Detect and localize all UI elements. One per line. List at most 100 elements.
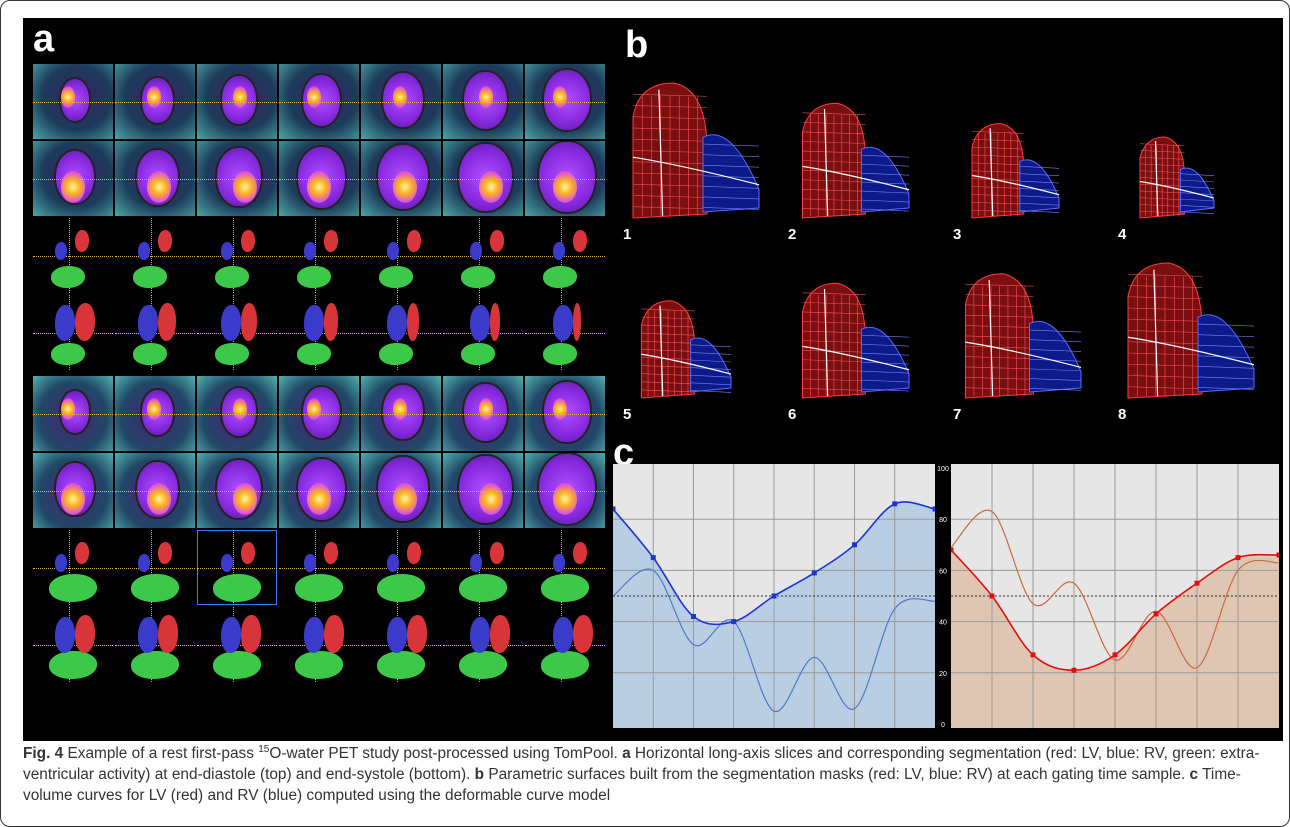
slice-tile	[443, 141, 523, 216]
slice-tile	[33, 453, 113, 528]
slice-tile	[361, 218, 441, 293]
slice-tile	[525, 376, 605, 451]
caption-fig: Fig. 4	[23, 745, 64, 762]
rv-curve-point	[771, 593, 777, 599]
y-tick-label: 60	[939, 568, 947, 575]
slice-tile	[33, 218, 113, 293]
slice-tile	[197, 376, 277, 451]
slice-tile	[361, 141, 441, 216]
slice-tile	[525, 530, 605, 605]
panel-a-label: a	[33, 18, 55, 60]
slice-tile	[115, 64, 195, 139]
slice-tile	[525, 64, 605, 139]
slice-tile	[279, 607, 359, 682]
slice-tile	[115, 376, 195, 451]
rv-curve-derivative-curve	[613, 568, 936, 712]
slice-tile	[115, 295, 195, 370]
y-tick-label: 80	[939, 517, 947, 524]
lv-curve-point	[1071, 667, 1077, 673]
slice-tile	[33, 530, 113, 605]
surface-number: 8	[1118, 406, 1127, 423]
surface-mesh	[632, 82, 760, 219]
rv-curve-point	[852, 542, 857, 548]
surface-mesh	[964, 273, 1082, 399]
lv-curve-point	[1153, 611, 1159, 617]
y-tick-label: 20	[939, 671, 947, 678]
slice-tile	[443, 530, 523, 605]
caption-a: a	[622, 745, 631, 762]
slice-tile	[443, 376, 523, 451]
slice-tile	[361, 453, 441, 528]
slice-tile	[443, 607, 523, 682]
lv-curve-point	[1235, 555, 1241, 561]
caption-text-5: Time-volume curves for LV (red) and RV (…	[23, 766, 1241, 804]
slice-tile	[443, 218, 523, 293]
rv-curve-point	[731, 619, 737, 625]
y-tick-label: 0	[941, 722, 945, 728]
caption-text-1: Example of a rest first-pass	[63, 745, 259, 762]
axis-strip	[935, 464, 951, 728]
slice-tile	[525, 295, 605, 370]
surface-number: 7	[953, 406, 962, 423]
slice-tile	[443, 64, 523, 139]
slice-tile	[279, 530, 359, 605]
slice-tile	[115, 607, 195, 682]
slice-tile	[197, 141, 277, 216]
surface-mesh	[640, 300, 732, 399]
surface-number: 5	[623, 406, 632, 423]
surface-mesh	[1139, 136, 1215, 219]
surface-mesh	[1127, 262, 1255, 399]
slice-tile	[115, 453, 195, 528]
caption-text-4: Parametric surfaces built from the segme…	[484, 766, 1190, 783]
slice-tile	[279, 218, 359, 293]
lv-curve-point	[989, 593, 995, 599]
lv-curve-point	[1112, 652, 1118, 658]
caption-text-2: O-water PET study post-processed using T…	[269, 745, 623, 762]
slice-tile	[33, 376, 113, 451]
y-tick-label: 100	[937, 466, 949, 473]
slice-tile	[525, 453, 605, 528]
caption-c: c	[1189, 766, 1199, 783]
rv-curve-point	[650, 555, 656, 561]
slice-tile	[279, 376, 359, 451]
surface-mesh	[802, 282, 910, 399]
slice-tile	[197, 64, 277, 139]
slice-tile	[115, 218, 195, 293]
slice-tile	[443, 295, 523, 370]
lv-curve-point	[1276, 552, 1279, 558]
slice-tile	[525, 141, 605, 216]
surface-mesh	[971, 122, 1060, 219]
slice-tile	[115, 141, 195, 216]
slice-tile	[361, 295, 441, 370]
slice-tile	[33, 607, 113, 682]
surface-number: 3	[953, 226, 962, 243]
surface-number: 1	[623, 226, 632, 243]
slice-tile	[525, 607, 605, 682]
slice-tile	[197, 295, 277, 370]
y-tick-label: 40	[939, 620, 947, 627]
slice-tile	[197, 218, 277, 293]
slice-tile	[361, 64, 441, 139]
slice-tile	[197, 530, 277, 605]
lv-curve-point	[1030, 652, 1036, 658]
lv-curve-derivative-curve	[950, 509, 1279, 669]
figure-caption: Fig. 4 Example of a rest first-pass 15O-…	[23, 743, 1273, 806]
slice-tile	[361, 530, 441, 605]
surface-number: 2	[788, 226, 797, 243]
slice-tile	[197, 607, 277, 682]
slice-tile	[525, 218, 605, 293]
rv-curve-point	[892, 501, 898, 507]
caption-text-3: Horizontal long-axis slices and correspo…	[23, 745, 1260, 783]
panel-c-chart: 100 80 60 40 20 0	[613, 464, 1279, 728]
figure-image: a b c 1 2 3 4 5 6 7 8 100 80 60 40 20 0	[23, 18, 1283, 741]
slice-tile	[115, 530, 195, 605]
slice-tile	[279, 295, 359, 370]
surface-number: 4	[1118, 226, 1127, 243]
slice-tile	[197, 453, 277, 528]
slice-tile	[279, 141, 359, 216]
lv-curve-point	[1194, 580, 1200, 586]
panel-a-slices	[33, 64, 607, 724]
caption-b: b	[474, 766, 485, 783]
rv-curve-point	[613, 506, 616, 512]
